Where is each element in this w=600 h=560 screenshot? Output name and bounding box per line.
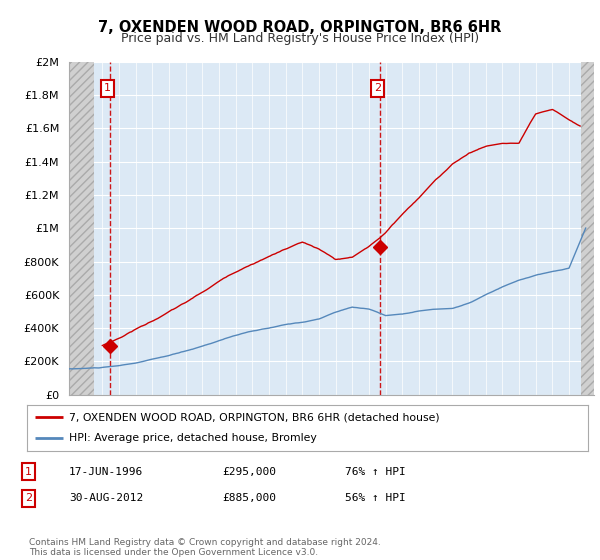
Text: 30-AUG-2012: 30-AUG-2012 bbox=[69, 493, 143, 503]
Text: 76% ↑ HPI: 76% ↑ HPI bbox=[345, 466, 406, 477]
Text: £295,000: £295,000 bbox=[222, 466, 276, 477]
Text: 2: 2 bbox=[374, 83, 381, 94]
Text: 2: 2 bbox=[25, 493, 32, 503]
Text: 17-JUN-1996: 17-JUN-1996 bbox=[69, 466, 143, 477]
Text: 56% ↑ HPI: 56% ↑ HPI bbox=[345, 493, 406, 503]
Bar bbox=[581, 62, 594, 395]
Text: 7, OXENDEN WOOD ROAD, ORPINGTON, BR6 6HR (detached house): 7, OXENDEN WOOD ROAD, ORPINGTON, BR6 6HR… bbox=[69, 412, 440, 422]
Text: £885,000: £885,000 bbox=[222, 493, 276, 503]
Text: Contains HM Land Registry data © Crown copyright and database right 2024.
This d: Contains HM Land Registry data © Crown c… bbox=[29, 538, 380, 557]
Text: 1: 1 bbox=[104, 83, 111, 94]
Text: 1: 1 bbox=[25, 466, 32, 477]
Text: HPI: Average price, detached house, Bromley: HPI: Average price, detached house, Brom… bbox=[69, 433, 317, 444]
Text: 7, OXENDEN WOOD ROAD, ORPINGTON, BR6 6HR: 7, OXENDEN WOOD ROAD, ORPINGTON, BR6 6HR bbox=[98, 20, 502, 35]
Bar bbox=[69, 62, 94, 395]
Text: Price paid vs. HM Land Registry's House Price Index (HPI): Price paid vs. HM Land Registry's House … bbox=[121, 32, 479, 45]
